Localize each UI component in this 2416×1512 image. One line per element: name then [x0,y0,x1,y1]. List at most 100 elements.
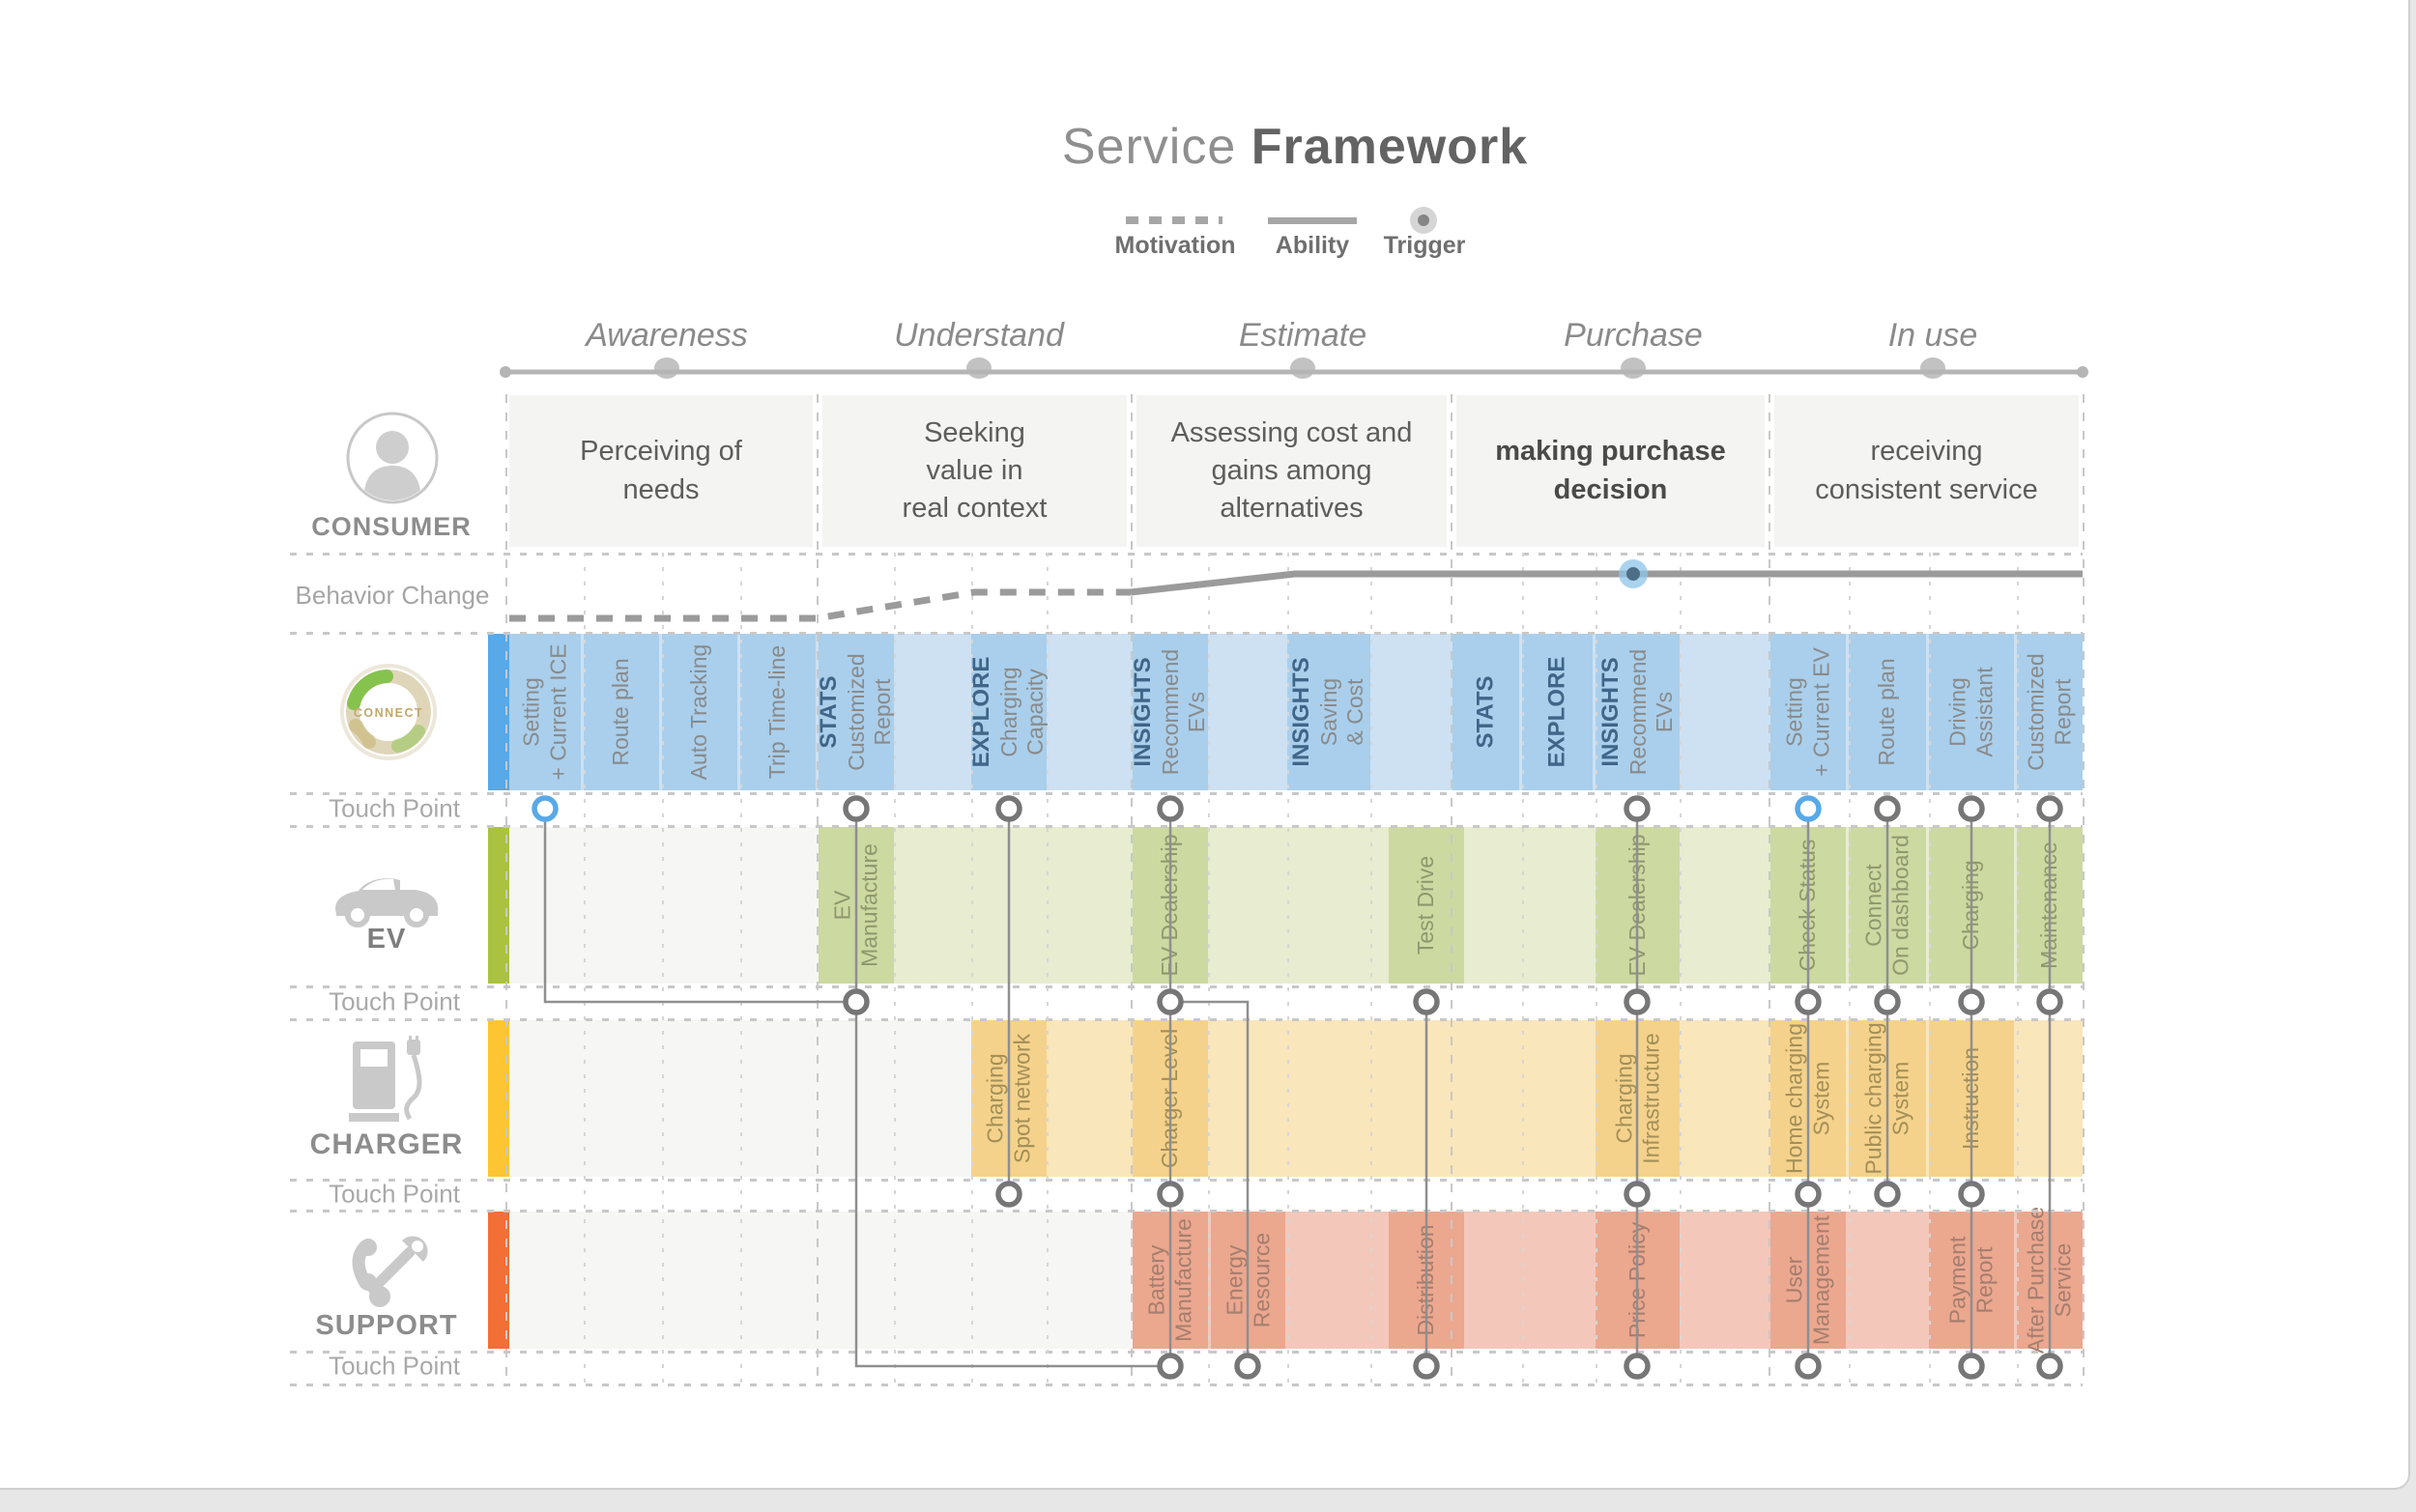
row-label-charger: CHARGER [309,1128,464,1160]
row-label-ev: EV [366,924,407,955]
touchpoint-circle [2036,988,2063,1015]
touchpoint-circle [1624,1353,1651,1380]
connect-column-label-bold: INSIGHTS [1288,657,1315,767]
touchpoint-circle [1874,795,1901,822]
connect-column-label: Setting + Current ICE [518,643,571,780]
connect-column [1929,634,2014,790]
grid-column-divider [1849,553,1851,1384]
connect-column [584,634,659,790]
support-column-label: Payment Report [1944,1237,1998,1325]
connect-column [1596,634,1680,790]
ev-column-label-line: Manufacture [856,843,881,967]
grid-column-divider [1596,553,1597,1384]
touchpoint-circle [1157,1353,1184,1380]
charger-column-label-line: Public charging [1860,1022,1886,1175]
legend-ability-label: Ability [1275,232,1350,259]
grid-column-divider [1929,553,1931,1384]
legend-motivation-label: Motivation [1114,232,1236,259]
connect-accent-strip [488,634,509,790]
timeline-end-dot [2077,366,2088,378]
ev-car-icon [335,878,438,927]
charger-station-icon [349,1036,422,1122]
connect-column-label-line: EVs [1184,691,1210,733]
grid-column-divider [1680,553,1682,1384]
touchpoint-circle [1413,988,1440,1015]
ev-accent-strip [488,827,509,984]
connect-logo-text: CONNECT [354,706,423,720]
ev-column-label: EV Manufacture [829,843,882,967]
connect-column-label: Route plan [1874,658,1901,765]
grid-row-divider [290,553,2083,556]
touchpoint-circle [1795,1181,1822,1208]
trigger-touchpoint-circle [532,795,559,822]
connect-column-label: INSIGHTS Saving & Cost [1288,657,1369,766]
grid-stage-divider [2083,394,2085,1384]
touchpoint-circle [1795,1353,1822,1380]
legend-motivation-line-icon [1126,216,1222,224]
legend-ability-line-icon [1268,217,1357,224]
connect-column-label-line: Saving [1315,677,1341,747]
support-column-label-line: Battery [1143,1244,1169,1316]
grid-column-divider [662,553,664,1384]
connect-column-label-line: + Current ICE [545,643,570,781]
ev-column-label: Check Status [1795,840,1822,972]
connect-column-label: Customized Report [2023,653,2076,770]
behavior-ability-line [1130,570,2083,596]
timeline-stage-dot [1290,357,1315,379]
connect-column-label: EXPLORE Charging Capacity [968,657,1050,768]
connect-column-label-bold: STATS [1472,675,1499,749]
support-phone-wrench-icon [352,1236,428,1307]
support-column-label: User Management [1781,1215,1834,1345]
touchpoint-circle [1157,988,1184,1015]
connect-column-label-line: Report [870,678,896,746]
connect-column [971,634,1047,790]
touchpoint-circle [2036,795,2063,822]
ev-column-label-line: EV Dealership [1624,834,1650,977]
support-column-label: After Purchase Service [2023,1207,2076,1354]
touchpoint-circle [1874,988,1901,1015]
connect-column-label-line: Setting [518,677,544,747]
connect-column-label-line: Report [2050,678,2075,746]
support-column-label-line: Report [1971,1246,1997,1314]
connect-column [1133,634,1208,790]
ev-column-label: Maintenance [2036,842,2063,969]
timeline-stage-dot [966,357,992,379]
ev-band-empty [509,827,819,984]
charger-column-label-line: Home charging [1781,1023,1807,1174]
charger-column-label: Instruction [1958,1047,1985,1150]
stage-label-understand: Understand [894,317,1064,354]
grid-stage-divider [1769,394,1770,1384]
ev-column-label-line: Test Drive [1413,855,1439,956]
charger-column-label: Charging Infrastructure [1611,1033,1664,1164]
charger-column-label-line: Charging [1610,1053,1636,1144]
grid-row-divider [290,825,2083,828]
support-column-label: Energy Resource [1222,1233,1275,1327]
grid-column-divider [971,553,973,1384]
touchpoint-circle [1795,988,1822,1015]
charger-column-label-line: Infrastructure [1637,1033,1663,1164]
connect-column [1770,634,1846,790]
grid-stage-divider [1131,394,1133,1384]
consumer-avatar-icon [346,412,439,504]
grid-row-divider [290,1179,2083,1182]
title-bold: Framework [1251,119,1529,175]
grid-row-divider [290,985,2083,988]
connect-column-label: EXPLORE [1543,657,1571,768]
connect-column-label-line: Recommend [1625,648,1651,776]
grid-column-divider [584,553,586,1384]
touch-point-label-2: Touch Point [329,1179,460,1209]
stage-label-awareness: Awareness [586,317,748,354]
support-column-label: Distribution [1413,1224,1440,1335]
connect-column-label: STATS [1472,675,1500,748]
connect-app-logo-icon: CONNECT [340,664,437,760]
ev-column-label-line: Charging [1958,860,1984,951]
timeline-start-dot [500,366,511,378]
connect-column-label-line: Capacity [1022,669,1049,756]
charger-column-label-line: System [1808,1061,1833,1136]
connect-column-label-line: Charging [995,667,1021,757]
timeline-stage-dot [1920,357,1945,379]
connect-column-label-line: Recommend [1157,648,1183,776]
touch-point-label-1: Touch Point [329,986,460,1016]
stage-label-estimate: Estimate [1238,317,1367,354]
row-label-consumer: CONSUMER [311,512,472,541]
